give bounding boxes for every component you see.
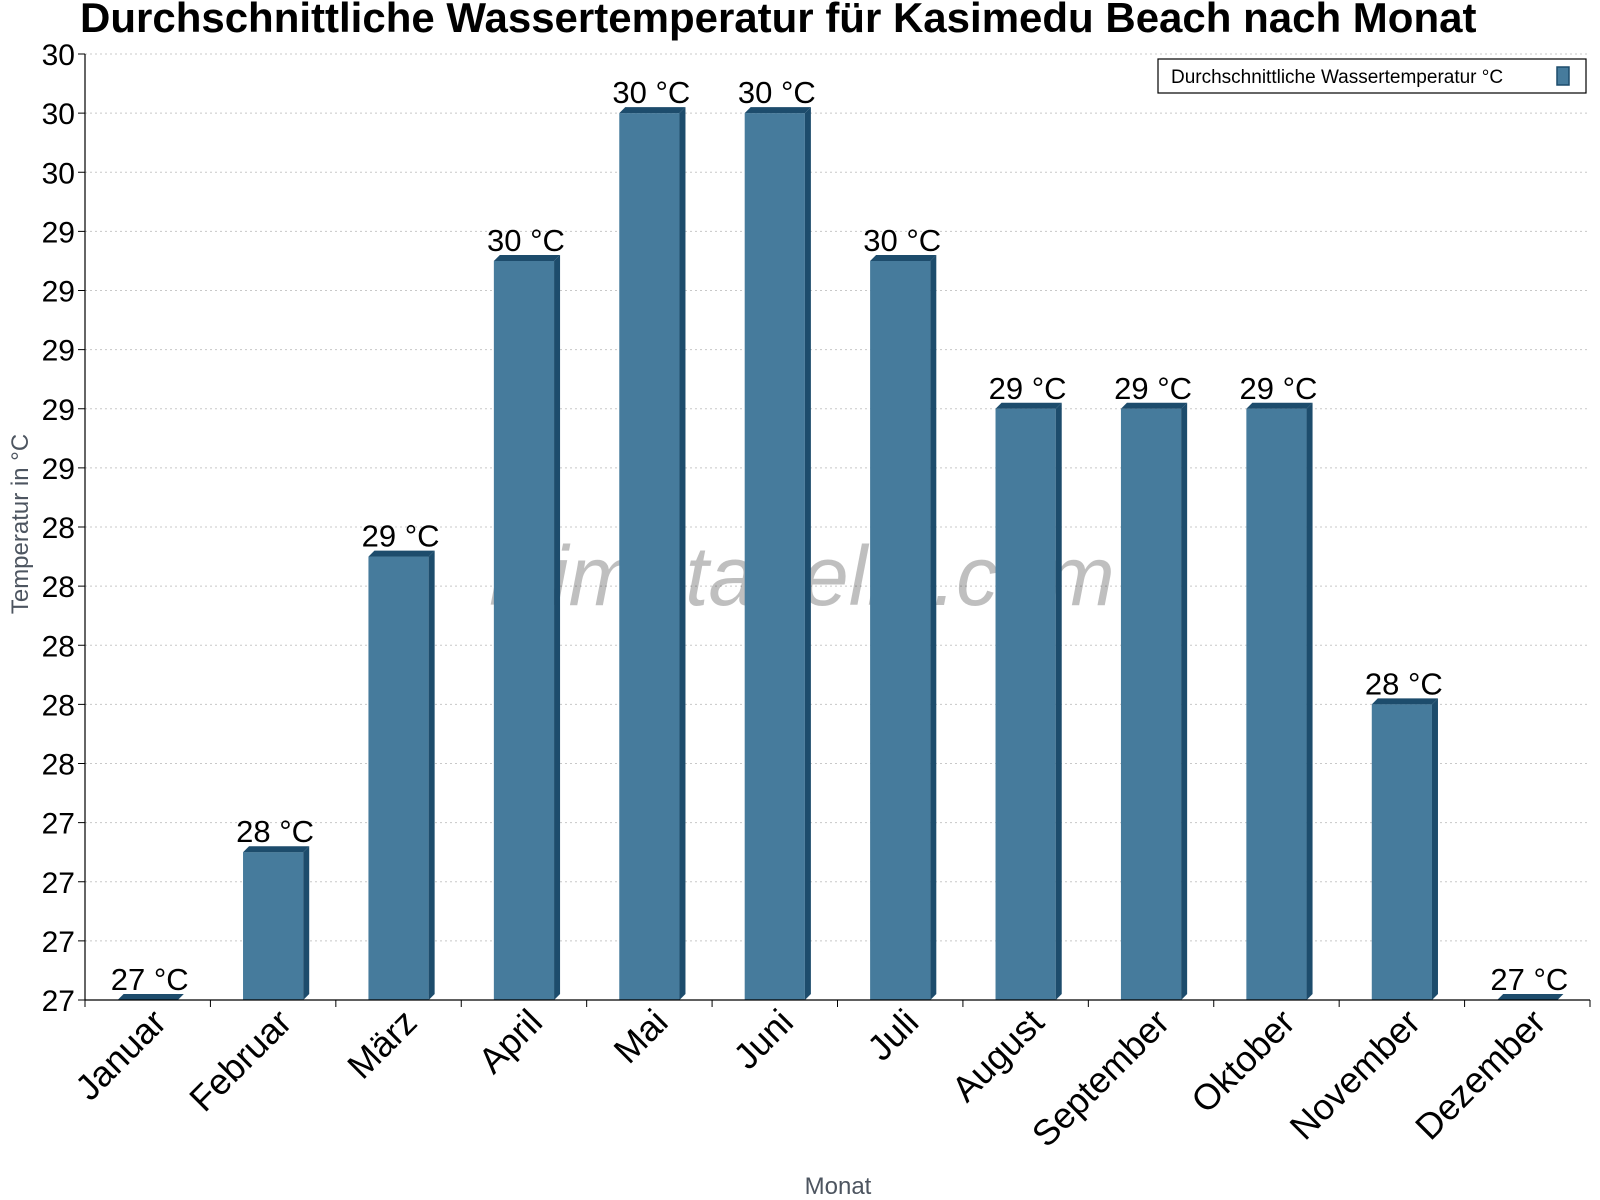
x-axis-ticks: Januar Februar März April Mai Juni Juli AugustS… [67,1000,1591,1155]
y-axis-ticks: 27 27 27 27 28 28 28 28 28 29 29 29 29 29 30 30 30 [42,39,85,1018]
x-tick-label: Januar [67,1001,174,1108]
y-tick-label: 30 [42,157,75,190]
bar-value-label: 30 °C [863,223,941,258]
bar-front [744,113,805,1000]
bar-side [1431,698,1438,1000]
bar-side [428,550,435,1000]
bar-front [368,556,429,1000]
x-tick-label: November [1282,1001,1428,1147]
bar-top [870,254,937,261]
y-tick-label: 29 [42,453,75,486]
bar-front [870,260,931,1000]
y-tick-label: 30 [42,39,75,72]
y-tick-label: 28 [42,630,75,663]
bar-value-label: 29 °C [362,519,440,554]
bar-side [554,254,561,1000]
bar-front [619,113,680,1000]
bar-value-labels: 27 °C 28 °C 29 °C 30 °C 30 °C 30 °C 30 °C 29 °C… [111,75,1568,997]
y-tick-label: 28 [42,512,75,545]
bar-side [804,107,811,1000]
bar [870,254,937,1000]
bar-top [744,107,811,114]
y-axis-title: Temperatur in °C [7,434,34,614]
bar-front [493,260,555,1000]
bar-front [1371,704,1432,1000]
y-tick-label: 30 [42,98,75,131]
legend-box [1157,58,1587,94]
x-tick-label: März [339,1001,425,1087]
y-tick-label: 27 [42,808,75,841]
bar-top [117,994,184,1000]
y-tick-label: 27 [42,867,75,900]
chart-title: Durchschnittliche Wassertemperatur für K… [80,0,1477,41]
y-tick-label: 29 [42,276,75,309]
x-tick-label: Juli [859,1001,926,1068]
y-tick-label: 28 [42,749,75,782]
bar-side [1306,402,1313,1000]
bar-side [303,846,310,1000]
bar [117,994,184,1000]
gridlines [85,53,1590,942]
bar-value-label: 27 °C [111,962,189,997]
bar [995,402,1062,1000]
bar-top [1120,402,1188,409]
y-tick-label: 28 [42,689,75,722]
bar-top [1246,402,1313,409]
legend-swatch [1556,66,1570,86]
bar [368,550,435,1000]
bar-value-label: 27 °C [1490,962,1568,997]
legend: Durchschnittliche Wassertemperatur °C [1157,58,1587,94]
x-tick-label: Juni [725,1001,801,1077]
bar-value-label: 29 °C [1114,371,1192,406]
x-tick-label: September [1024,1001,1178,1155]
bar-side [679,107,686,1000]
bar-side [1181,402,1188,1000]
bar-value-label: 28 °C [1365,666,1443,701]
x-tick-label: April [470,1001,550,1081]
bar-top [995,402,1062,409]
y-tick-label: 28 [42,571,75,604]
bar-value-label: 29 °C [1240,371,1318,406]
bar [243,846,310,1000]
bar [1371,698,1438,1000]
bar-top [1497,994,1564,1000]
x-axis-title: Monat [805,1173,872,1200]
bar-value-label: 30 °C [612,75,690,110]
bar-value-label: 29 °C [989,371,1067,406]
bar [1120,402,1188,1000]
x-tick-label: Februar [181,1001,299,1119]
x-tick-label: August [944,1001,1052,1109]
x-tick-label: Dezember [1407,1001,1553,1147]
bar-top [243,846,310,853]
y-tick-label: 29 [42,394,75,427]
bar-front [243,852,304,1000]
bar-side [930,254,937,1000]
y-tick-label: 29 [42,216,75,249]
bars [117,107,1564,1000]
bar-top [619,107,686,114]
x-tick-label: Mai [606,1001,676,1071]
bar-value-label: 30 °C [738,75,816,110]
bar-front [995,408,1056,1000]
bar-side [1055,402,1062,1000]
bar-top [1371,698,1438,705]
bar-top [368,550,435,557]
y-tick-label: 27 [42,926,75,959]
bar-value-label: 30 °C [487,223,565,258]
legend-label: Durchschnittliche Wassertemperatur °C [1171,67,1503,88]
bar [493,254,561,1000]
bar-value-label: 28 °C [236,814,314,849]
y-tick-label: 27 [42,985,75,1018]
bar-front [1246,408,1307,1000]
bar [619,107,686,1000]
bar [1246,402,1313,1000]
y-tick-label: 29 [42,335,75,368]
bar [1497,994,1564,1000]
bar [744,107,811,1000]
x-tick-label: Oktober [1183,1001,1303,1121]
bar-front [1120,408,1182,1000]
bar-top [493,254,561,261]
